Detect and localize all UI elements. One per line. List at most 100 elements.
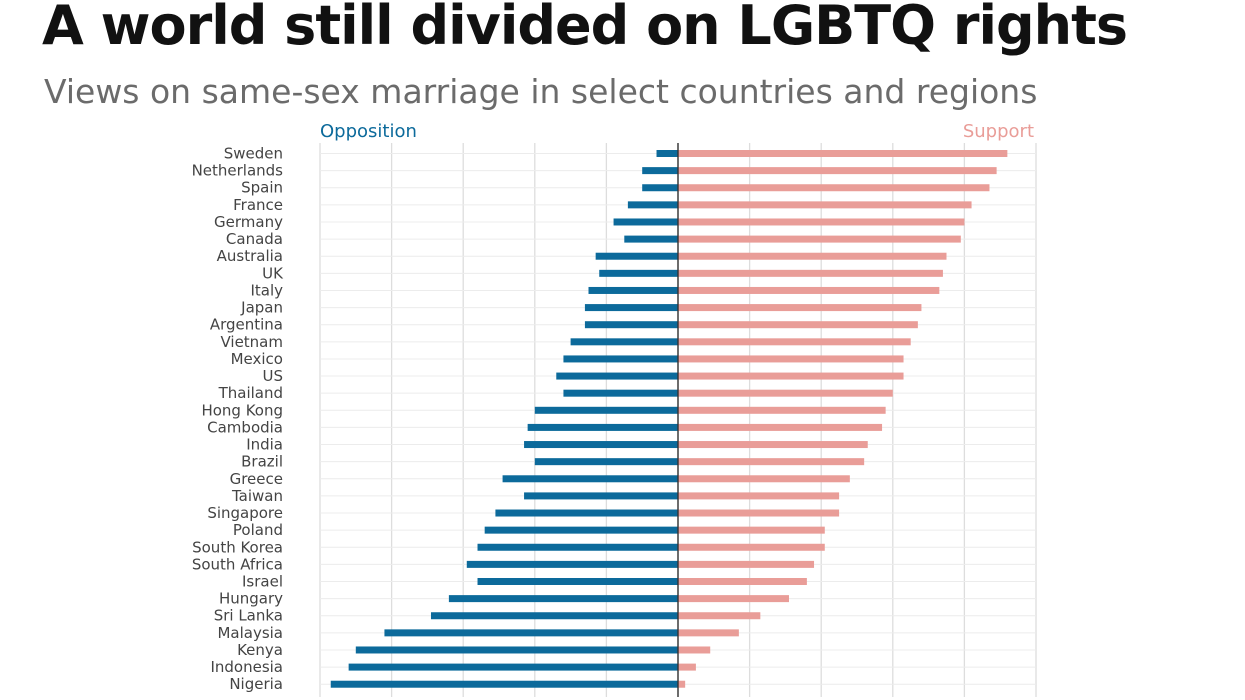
category-label: Sweden — [224, 145, 283, 163]
chart-subtitle: Views on same-sex marriage in select cou… — [44, 72, 1038, 111]
bar-support-spain — [678, 184, 990, 192]
bar-opposition-us — [556, 372, 678, 380]
bar-opposition-argentina — [584, 321, 678, 329]
bar-support-france — [678, 201, 972, 209]
bar-opposition-brazil — [534, 458, 678, 466]
bar-opposition-kenya — [355, 646, 678, 654]
bar-support-kenya — [678, 646, 711, 654]
bar-opposition-nigeria — [330, 680, 678, 688]
bar-opposition-greece — [502, 475, 678, 483]
bar-support-vietnam — [678, 338, 911, 346]
category-label: Malaysia — [217, 624, 283, 642]
bar-support-hong-kong — [678, 406, 886, 414]
chart-title: A world still divided on LGBTQ rights — [42, 0, 1128, 57]
bar-support-mexico — [678, 355, 904, 363]
bar-opposition-japan — [584, 304, 678, 312]
bar-opposition-south-africa — [466, 560, 678, 568]
bar-opposition-canada — [624, 235, 678, 243]
category-label: South Africa — [192, 555, 283, 573]
bar-opposition-sri-lanka — [430, 612, 678, 620]
category-label: Hong Kong — [201, 401, 283, 419]
category-label: US — [262, 367, 283, 385]
category-label: Kenya — [237, 641, 283, 659]
bar-support-canada — [678, 235, 961, 243]
category-label: Hungary — [219, 590, 283, 608]
bar-opposition-italy — [588, 286, 678, 294]
bar-opposition-hungary — [448, 595, 678, 603]
bar-support-poland — [678, 526, 825, 534]
category-label: Indonesia — [210, 658, 283, 676]
bar-opposition-spain — [642, 184, 678, 192]
bar-support-australia — [678, 252, 947, 260]
category-label: Australia — [217, 247, 283, 265]
category-label: Italy — [250, 281, 283, 299]
bar-opposition-indonesia — [348, 663, 678, 671]
bar-opposition-israel — [477, 578, 678, 585]
bar-opposition-france — [627, 201, 678, 209]
bar-support-israel — [678, 578, 807, 585]
bar-support-uk — [678, 269, 943, 277]
category-label: Argentina — [210, 316, 283, 334]
bar-opposition-sweden — [656, 150, 678, 157]
bar-opposition-south-korea — [477, 543, 678, 551]
bar-opposition-cambodia — [527, 423, 678, 431]
bar-opposition-thailand — [563, 389, 678, 397]
category-label: Nigeria — [229, 675, 283, 693]
bar-opposition-singapore — [495, 509, 678, 517]
category-label: South Korea — [192, 538, 283, 556]
category-label: UK — [262, 264, 284, 282]
category-label: Singapore — [207, 504, 283, 522]
bar-support-indonesia — [678, 663, 696, 671]
legend-opposition: Opposition — [320, 121, 417, 142]
bar-support-nigeria — [678, 680, 686, 688]
bar-support-singapore — [678, 509, 840, 517]
bar-opposition-vietnam — [570, 338, 678, 346]
category-label: Mexico — [231, 350, 283, 368]
category-label: India — [246, 436, 283, 454]
bar-opposition-australia — [595, 252, 678, 260]
legend-support: Support — [963, 121, 1034, 142]
bar-support-germany — [678, 218, 965, 226]
bar-support-us — [678, 372, 904, 380]
category-labels: SwedenNetherlandsSpainFranceGermanyCanad… — [192, 145, 285, 694]
bar-support-argentina — [678, 321, 918, 329]
bar-opposition-taiwan — [524, 492, 678, 500]
category-label: Spain — [241, 179, 283, 197]
bar-opposition-india — [524, 441, 678, 449]
bar-support-india — [678, 441, 868, 449]
bar-support-hungary — [678, 595, 789, 603]
category-label: Israel — [242, 573, 283, 591]
bar-support-netherlands — [678, 167, 997, 175]
category-label: Japan — [240, 299, 283, 317]
category-label: Germany — [214, 213, 283, 231]
bar-opposition-netherlands — [642, 167, 678, 175]
category-label: Greece — [230, 470, 283, 488]
category-label: Sri Lanka — [214, 607, 283, 625]
bar-opposition-poland — [484, 526, 678, 534]
bar-opposition-uk — [599, 269, 678, 277]
category-label: Taiwan — [231, 487, 283, 505]
bar-support-south-africa — [678, 560, 815, 568]
bar-support-japan — [678, 304, 922, 312]
category-label: Thailand — [218, 384, 283, 402]
bar-opposition-hong-kong — [534, 406, 678, 414]
bar-opposition-germany — [613, 218, 678, 226]
bar-support-taiwan — [678, 492, 840, 500]
bar-support-brazil — [678, 458, 865, 466]
category-label: Cambodia — [207, 418, 283, 436]
bar-support-cambodia — [678, 423, 883, 431]
category-label: Poland — [233, 521, 283, 539]
category-label: Brazil — [241, 453, 283, 471]
category-label: Vietnam — [220, 333, 283, 351]
bar-support-south-korea — [678, 543, 825, 551]
bar-opposition-mexico — [563, 355, 678, 363]
bar-support-greece — [678, 475, 850, 483]
category-label: France — [233, 196, 283, 214]
bar-support-sri-lanka — [678, 612, 761, 620]
bar-support-malaysia — [678, 629, 739, 637]
category-label: Canada — [226, 230, 283, 248]
bar-support-sweden — [678, 150, 1008, 157]
bars — [330, 143, 1008, 697]
bar-support-thailand — [678, 389, 893, 397]
